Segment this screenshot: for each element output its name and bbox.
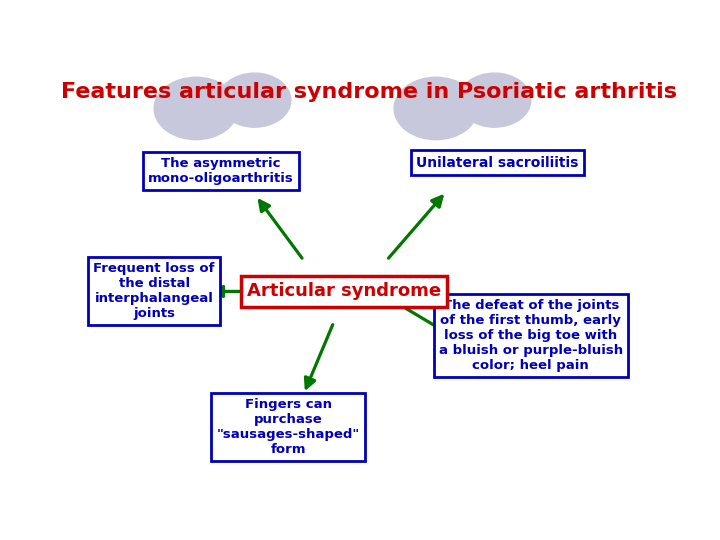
Circle shape	[218, 73, 291, 127]
Text: Fingers can
purchase
"sausages-shaped"
form: Fingers can purchase "sausages-shaped" f…	[217, 397, 360, 456]
Circle shape	[459, 73, 531, 127]
Text: The asymmetric
mono-oligoarthritis: The asymmetric mono-oligoarthritis	[148, 157, 294, 185]
Text: Unilateral sacroiliitis: Unilateral sacroiliitis	[416, 156, 579, 170]
Circle shape	[154, 77, 238, 140]
Text: Frequent loss of
the distal
interphalangeal
joints: Frequent loss of the distal interphalang…	[94, 262, 215, 320]
Text: The defeat of the joints
of the first thumb, early
loss of the big toe with
a bl: The defeat of the joints of the first th…	[438, 299, 623, 372]
Text: Features articular syndrome in Psoriatic arthritis: Features articular syndrome in Psoriatic…	[61, 82, 677, 102]
Circle shape	[394, 77, 478, 140]
Text: Articular syndrome: Articular syndrome	[247, 282, 441, 300]
